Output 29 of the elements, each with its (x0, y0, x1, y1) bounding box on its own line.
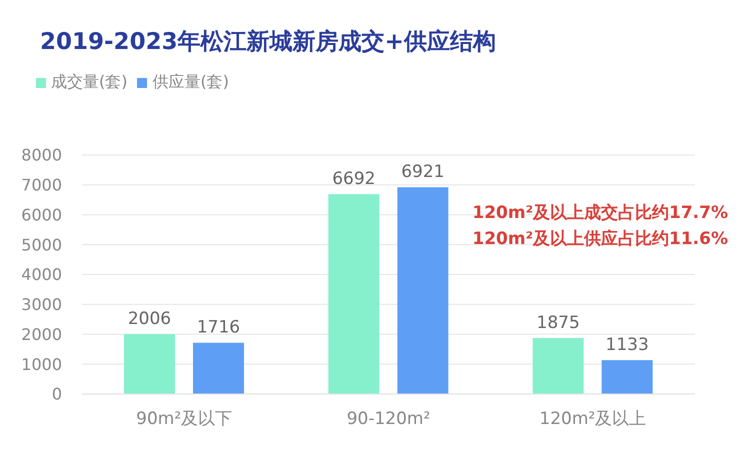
bar (193, 342, 244, 394)
annotation: 120m²及以上供应占比约11.6% (472, 228, 728, 251)
data-label: 6921 (401, 162, 444, 182)
data-label: 2006 (128, 309, 172, 330)
y-tick-label: 8000 (21, 146, 62, 165)
bar (397, 187, 448, 394)
bar (532, 338, 584, 394)
data-label: 1133 (606, 335, 649, 356)
data-label: 1716 (196, 318, 240, 338)
y-tick-label: 5000 (21, 235, 62, 254)
y-tick-label: 1000 (21, 354, 62, 374)
x-tick-label: 90-120m² (346, 409, 430, 430)
chart-title: 2019-2023年松江新城新房成交+供应结构 (40, 28, 496, 57)
y-tick-label: 4000 (21, 265, 62, 284)
legend-label: 成交量(套) (51, 72, 128, 93)
legend-label: 供应量(套) (152, 72, 229, 93)
y-tick-label: 2000 (21, 324, 62, 344)
y-tick-label: 0 (52, 384, 62, 404)
bar (328, 194, 380, 394)
x-tick-label: 90m²及以下 (136, 409, 232, 430)
y-tick-label: 7000 (21, 176, 62, 195)
data-label: 1875 (536, 312, 580, 333)
data-label: 6692 (332, 169, 376, 190)
bar (124, 334, 175, 394)
bar (602, 360, 653, 394)
x-tick-label: 120m²及以上 (539, 409, 646, 430)
y-tick-label: 6000 (21, 205, 62, 224)
y-tick-label: 3000 (21, 295, 62, 314)
annotation: 120m²及以上成交占比约17.7% (472, 202, 728, 225)
